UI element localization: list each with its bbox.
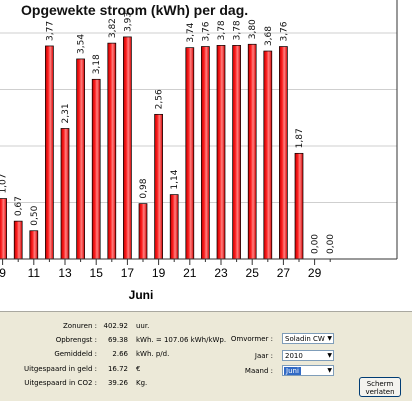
stat-value-opbrengst: 69.38 <box>107 336 128 344</box>
chart-title: Opgewekte stroom (kWh) per dag. <box>21 2 249 18</box>
bar-16 <box>107 42 117 260</box>
x-tick-label-23: 23 <box>214 266 228 280</box>
data-label-20: 1,14 <box>170 169 180 189</box>
stat-value-zonuren: 402.92 <box>103 322 129 330</box>
jaar-label: Jaar : <box>254 352 273 360</box>
bar-25 <box>247 43 257 260</box>
bar-10 <box>13 220 23 260</box>
data-label-24: 3,78 <box>233 20 243 40</box>
stat-unit-zonuren: uur. <box>136 322 150 330</box>
data-label-26: 3,68 <box>264 26 274 46</box>
bar-28 <box>294 152 304 260</box>
scherm-verlaten-line2: verlaten <box>365 388 395 396</box>
bar-15 <box>91 78 101 260</box>
bar-23 <box>216 45 226 260</box>
chart-area: 2,081,070,670,503,772,313,543,183,823,93… <box>0 0 398 302</box>
x-tick-label-15: 15 <box>90 266 104 280</box>
x-tick-label-13: 13 <box>58 266 72 280</box>
stat-label-opbrengst: Opbrengst : <box>55 336 97 344</box>
x-tick-label-17: 17 <box>121 266 135 280</box>
data-label-15: 3,18 <box>92 54 102 74</box>
stat-value-geld: 16.72 <box>107 365 128 373</box>
x-tick-label-29: 29 <box>308 266 322 280</box>
bar-24 <box>232 45 241 260</box>
chevron-down-icon: ▼ <box>327 367 332 374</box>
bar-18 <box>138 203 148 260</box>
data-label-17: 3,93 <box>123 12 133 32</box>
bar-26 <box>263 50 273 260</box>
x-tick-label-21: 21 <box>183 266 197 280</box>
data-label-13: 2,31 <box>61 103 71 123</box>
data-label-29: 0,00 <box>311 234 321 254</box>
bar-22 <box>201 46 210 260</box>
bar-13 <box>60 128 70 260</box>
data-label-25: 3,80 <box>248 19 258 39</box>
bar-14 <box>76 58 85 260</box>
maand-select[interactable]: Juni ▼ <box>282 365 334 376</box>
data-label-9: 1,07 <box>0 173 9 193</box>
x-tick-label-19: 19 <box>152 266 166 280</box>
data-label-18: 0,98 <box>139 178 149 198</box>
bar-17 <box>123 36 132 260</box>
data-label-16: 3,82 <box>108 18 118 38</box>
jaar-value: 2010 <box>285 352 303 360</box>
chevron-down-icon: ▼ <box>327 352 332 359</box>
x-tick-label-25: 25 <box>246 266 260 280</box>
data-label-12: 3,77 <box>45 21 55 41</box>
bar-11 <box>29 230 39 260</box>
data-label-19: 2,56 <box>155 89 165 109</box>
x-tick-label-11: 11 <box>28 266 41 280</box>
bar-21 <box>185 47 195 260</box>
data-label-27: 3,76 <box>279 21 289 41</box>
data-label-22: 3,76 <box>201 21 211 41</box>
data-label-11: 0,50 <box>30 205 40 225</box>
scherm-verlaten-button[interactable]: Scherm verlaten <box>359 377 401 397</box>
jaar-select[interactable]: 2010 ▼ <box>282 350 334 361</box>
bar-12 <box>45 45 54 260</box>
stat-unit-gemiddeld: kWh. p/d. <box>136 350 170 358</box>
stat-unit-opbrengst: kWh. = 107.06 kWh/kWp. <box>136 336 227 344</box>
x-axis-label: Juni <box>129 288 154 302</box>
data-label-23: 3,78 <box>217 20 227 40</box>
bar-19 <box>154 113 163 260</box>
stat-label-gemiddeld: Gemiddeld : <box>54 350 97 358</box>
bar-27 <box>279 46 288 260</box>
summary-panel: Zonuren : 402.92 uur. Opbrengst : 69.38 … <box>0 311 412 401</box>
maand-label: Maand : <box>244 367 273 375</box>
x-tick-label-27: 27 <box>277 266 291 280</box>
chevron-down-icon: ▼ <box>327 335 332 342</box>
bar-9 <box>0 198 7 260</box>
stat-value-co2: 39.26 <box>107 379 128 387</box>
stat-label-geld: Uitgespaard in geld : <box>24 365 97 373</box>
data-label-28: 1,87 <box>295 128 305 148</box>
data-label-10: 0,67 <box>14 196 24 216</box>
data-label-30: 0,00 <box>326 234 336 254</box>
x-tick-label-9: 9 <box>0 266 6 280</box>
stat-value-gemiddeld: 2.66 <box>112 350 128 358</box>
scherm-verlaten-line1: Scherm <box>366 380 394 388</box>
bar-20 <box>169 194 179 260</box>
data-label-14: 3,54 <box>77 34 87 54</box>
omvormer-select[interactable]: Soladin CW ▼ <box>282 333 334 344</box>
stat-label-zonuren: Zonuren : <box>62 322 97 330</box>
bar-chart: 2,081,070,670,503,772,313,543,183,823,93… <box>0 0 398 302</box>
omvormer-label: Omvormer : <box>230 335 273 343</box>
omvormer-value: Soladin CW <box>285 335 325 343</box>
data-label-21: 3,74 <box>186 22 196 42</box>
stat-unit-geld: € <box>136 365 141 373</box>
maand-value: Juni <box>284 367 301 375</box>
stat-unit-co2: Kg. <box>136 379 148 387</box>
stat-label-co2: Uitgespaard in CO2 : <box>24 379 97 387</box>
